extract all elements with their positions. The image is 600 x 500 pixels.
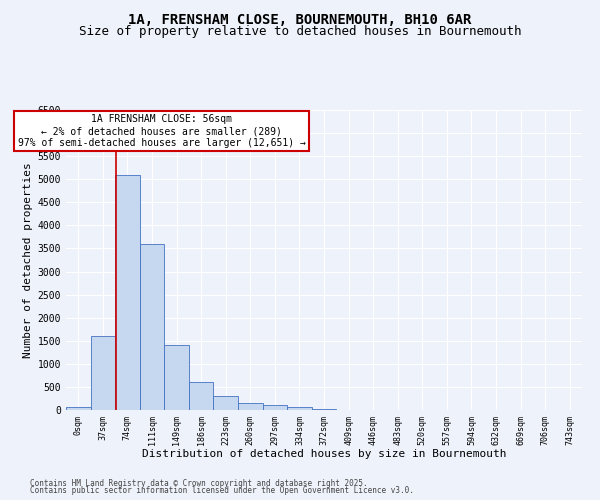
Bar [66, 408, 91, 410]
Text: 1A FRENSHAM CLOSE: 56sqm
← 2% of detached houses are smaller (289)
97% of semi-d: 1A FRENSHAM CLOSE: 56sqm ← 2% of detache… [17, 114, 305, 148]
Bar [312, 409, 336, 410]
Bar [189, 382, 214, 410]
Bar [164, 346, 189, 410]
Bar [287, 408, 312, 410]
Bar [238, 403, 263, 410]
Bar [140, 244, 164, 410]
X-axis label: Distribution of detached houses by size in Bournemouth: Distribution of detached houses by size … [142, 449, 506, 459]
Text: Size of property relative to detached houses in Bournemouth: Size of property relative to detached ho… [79, 25, 521, 38]
Text: Contains public sector information licensed under the Open Government Licence v3: Contains public sector information licen… [30, 486, 414, 495]
Text: 1A, FRENSHAM CLOSE, BOURNEMOUTH, BH10 6AR: 1A, FRENSHAM CLOSE, BOURNEMOUTH, BH10 6A… [128, 12, 472, 26]
Bar [115, 174, 140, 410]
Y-axis label: Number of detached properties: Number of detached properties [23, 162, 34, 358]
Text: Contains HM Land Registry data © Crown copyright and database right 2025.: Contains HM Land Registry data © Crown c… [30, 478, 368, 488]
Bar [214, 396, 238, 410]
Bar [91, 336, 115, 410]
Bar [263, 406, 287, 410]
